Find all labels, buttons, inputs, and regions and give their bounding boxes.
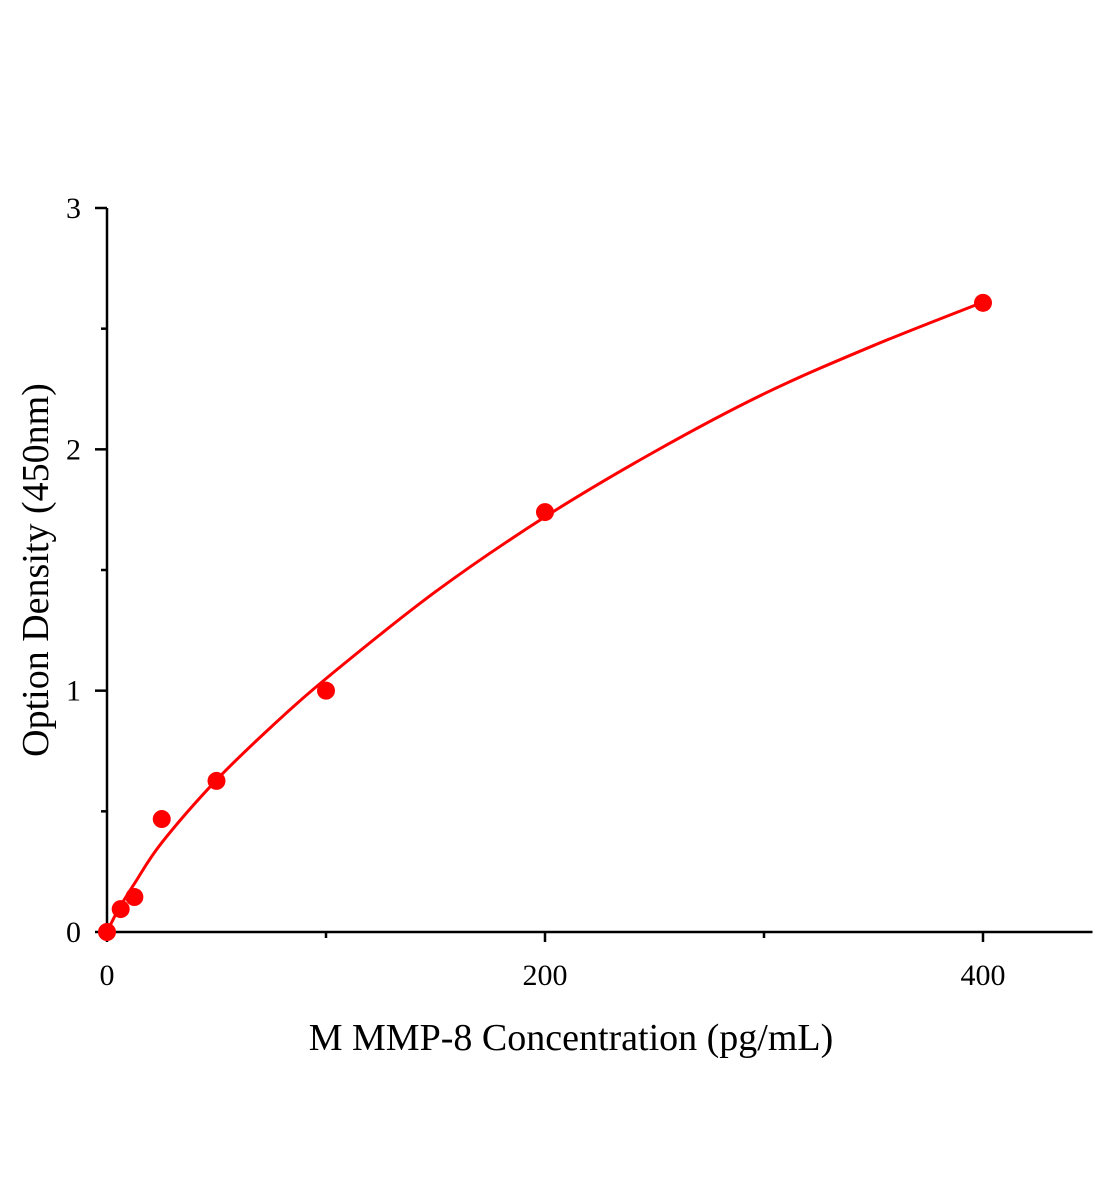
y-tick-label: 3 xyxy=(66,192,81,225)
data-point xyxy=(207,771,226,790)
x-tick-label: 0 xyxy=(100,959,115,992)
tick-labels: 0 200 400 0 1 2 3 xyxy=(66,192,1006,992)
fit-curve xyxy=(105,300,984,933)
points-layer xyxy=(98,293,992,941)
y-tick-label: 2 xyxy=(66,433,81,466)
x-tick-label: 200 xyxy=(523,959,568,992)
x-axis-title: M MMP-8 Concentration (pg/mL) xyxy=(309,1017,834,1059)
data-point xyxy=(111,900,130,919)
data-point xyxy=(974,293,992,312)
y-tick-label: 0 xyxy=(66,916,81,949)
y-axis-title: Option Density (450nm) xyxy=(15,383,57,757)
x-tick-label: 400 xyxy=(961,959,1006,992)
data-point xyxy=(152,810,171,829)
data-point xyxy=(98,923,116,941)
data-point xyxy=(536,503,554,522)
data-point xyxy=(317,681,335,700)
axes xyxy=(95,206,1093,942)
fit-curve-layer xyxy=(105,300,984,933)
y-tick-label: 1 xyxy=(66,675,81,708)
data-point xyxy=(125,888,144,907)
